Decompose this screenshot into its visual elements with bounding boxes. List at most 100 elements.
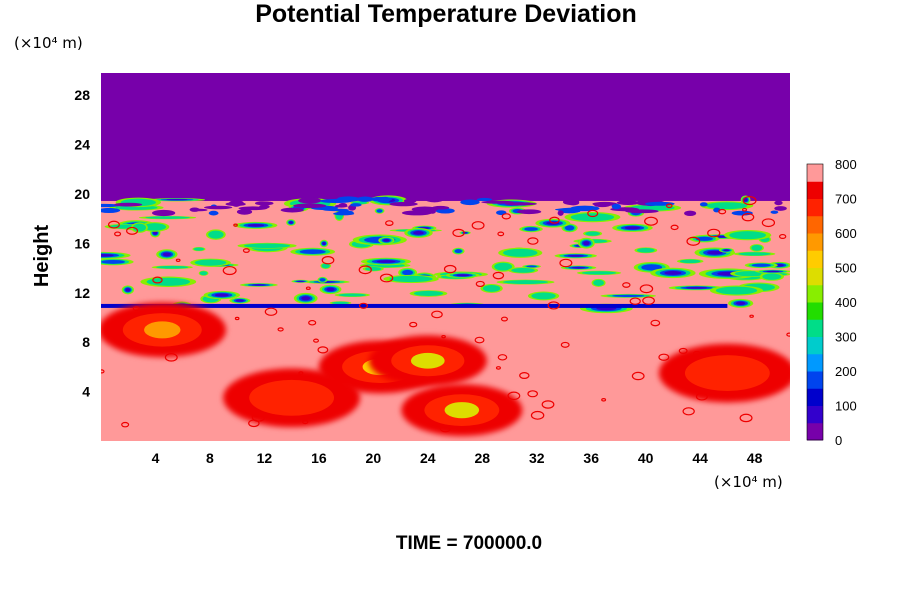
contour-speck <box>495 366 501 370</box>
turbulent-cell <box>707 250 723 255</box>
colorbar-segment <box>807 336 823 355</box>
contour-speck <box>431 310 443 319</box>
turbulent-cell <box>338 293 367 297</box>
turbulent-cell <box>735 301 746 306</box>
turbulent-cell <box>511 267 535 273</box>
turbulent-cell <box>706 202 748 210</box>
turbulent-cell <box>524 227 538 231</box>
x-tick-label: 32 <box>529 450 545 466</box>
contour-speck <box>629 297 641 305</box>
colorbar-tick-label: 300 <box>835 330 857 345</box>
contour-speck <box>665 203 673 209</box>
contour-speck <box>650 319 661 327</box>
thermal-core <box>707 363 747 383</box>
boundary-cell <box>481 200 514 204</box>
contour-speck <box>549 216 560 224</box>
boundary-cell <box>192 208 208 212</box>
turbulent-cell <box>162 252 171 257</box>
x-tick-label: 20 <box>366 450 382 466</box>
contour-speck <box>519 372 530 380</box>
turbulent-cell <box>101 259 126 264</box>
thermal-plume <box>223 368 361 428</box>
y-tick-label: 16 <box>74 235 90 251</box>
contour-speck <box>409 321 418 328</box>
contour-speck <box>631 371 645 381</box>
colorbar-tick-label: 700 <box>835 192 857 207</box>
y-unit-label: (×10⁴ m) <box>14 34 83 52</box>
contour-speck <box>121 421 130 428</box>
thermal-plume <box>101 302 227 358</box>
thermal-core <box>444 402 480 419</box>
turbulent-cell <box>456 274 470 277</box>
turbulent-cell <box>762 273 782 280</box>
turbulent-cell <box>583 241 590 246</box>
contour-speck <box>742 196 757 206</box>
turbulent-cell <box>738 252 771 256</box>
contour-speck <box>527 237 539 245</box>
boundary-cell <box>619 197 630 204</box>
colorbar-segment <box>807 388 823 406</box>
contour-speck <box>741 207 748 212</box>
turbulent-cell <box>526 265 537 268</box>
colorbar-segment <box>807 353 823 372</box>
x-tick-label: 4 <box>152 450 160 466</box>
contour-speck <box>500 316 509 322</box>
turbulent-cell <box>482 284 501 292</box>
boundary-cell <box>151 209 176 217</box>
contour-speck <box>234 316 240 321</box>
x-tick-label: 36 <box>583 450 599 466</box>
contour-speck <box>682 407 695 416</box>
turbulent-cell <box>156 265 189 269</box>
turbulent-cell <box>389 275 433 283</box>
colorbar-segment <box>807 250 823 268</box>
turbulent-cell <box>641 264 663 271</box>
turbulent-cell <box>502 280 549 284</box>
boundary-cell <box>389 201 418 207</box>
colorbar-segment <box>807 215 823 234</box>
turbulent-cell <box>297 280 305 282</box>
x-tick-label: 48 <box>747 450 763 466</box>
boundary-cell <box>770 210 779 214</box>
turbulent-cell <box>142 223 167 231</box>
turbulent-cell <box>125 288 131 292</box>
turbulent-cell <box>593 279 605 286</box>
boundary-cell <box>280 207 304 213</box>
y-axis-label: Height <box>31 225 53 288</box>
colorbar-segment <box>807 422 823 441</box>
boundary-cell <box>236 209 253 215</box>
contour-speck <box>474 336 485 344</box>
boundary-cell <box>369 196 393 202</box>
boundary-cell <box>323 208 350 212</box>
contour-speck <box>242 248 250 253</box>
colorbar-segment <box>807 198 823 217</box>
turbulent-cell <box>723 249 730 252</box>
colorbar: 0 100 200 300 400 500 600 700 800 <box>806 157 857 448</box>
x-tick-label: 40 <box>638 450 654 466</box>
thermal-core <box>144 321 181 339</box>
contour-speck <box>527 390 538 398</box>
contour-speck <box>321 256 335 265</box>
contour-speck <box>101 369 105 374</box>
band-base-strip <box>101 303 728 308</box>
contour-speck <box>277 327 284 332</box>
boundary-cell <box>208 210 219 216</box>
turbulent-cell <box>695 236 713 241</box>
contour-speck <box>761 218 776 228</box>
turbulent-cell <box>208 230 224 239</box>
colorbar-segment <box>807 233 823 251</box>
turbulent-cell <box>235 299 244 302</box>
turbulent-cell <box>365 266 382 271</box>
boundary-cell <box>114 202 143 207</box>
contour-speck <box>107 220 120 229</box>
turbulent-cell <box>251 284 267 286</box>
contour-speck <box>786 332 790 337</box>
turbulent-cell <box>146 277 191 286</box>
turbulent-cell <box>194 259 227 266</box>
boundary-cell <box>460 199 480 206</box>
turbulent-cell <box>531 292 556 300</box>
turbulent-cell <box>247 224 265 227</box>
turbulent-cell <box>567 254 584 257</box>
contour-speck <box>452 228 465 238</box>
contour-speck <box>358 265 372 275</box>
